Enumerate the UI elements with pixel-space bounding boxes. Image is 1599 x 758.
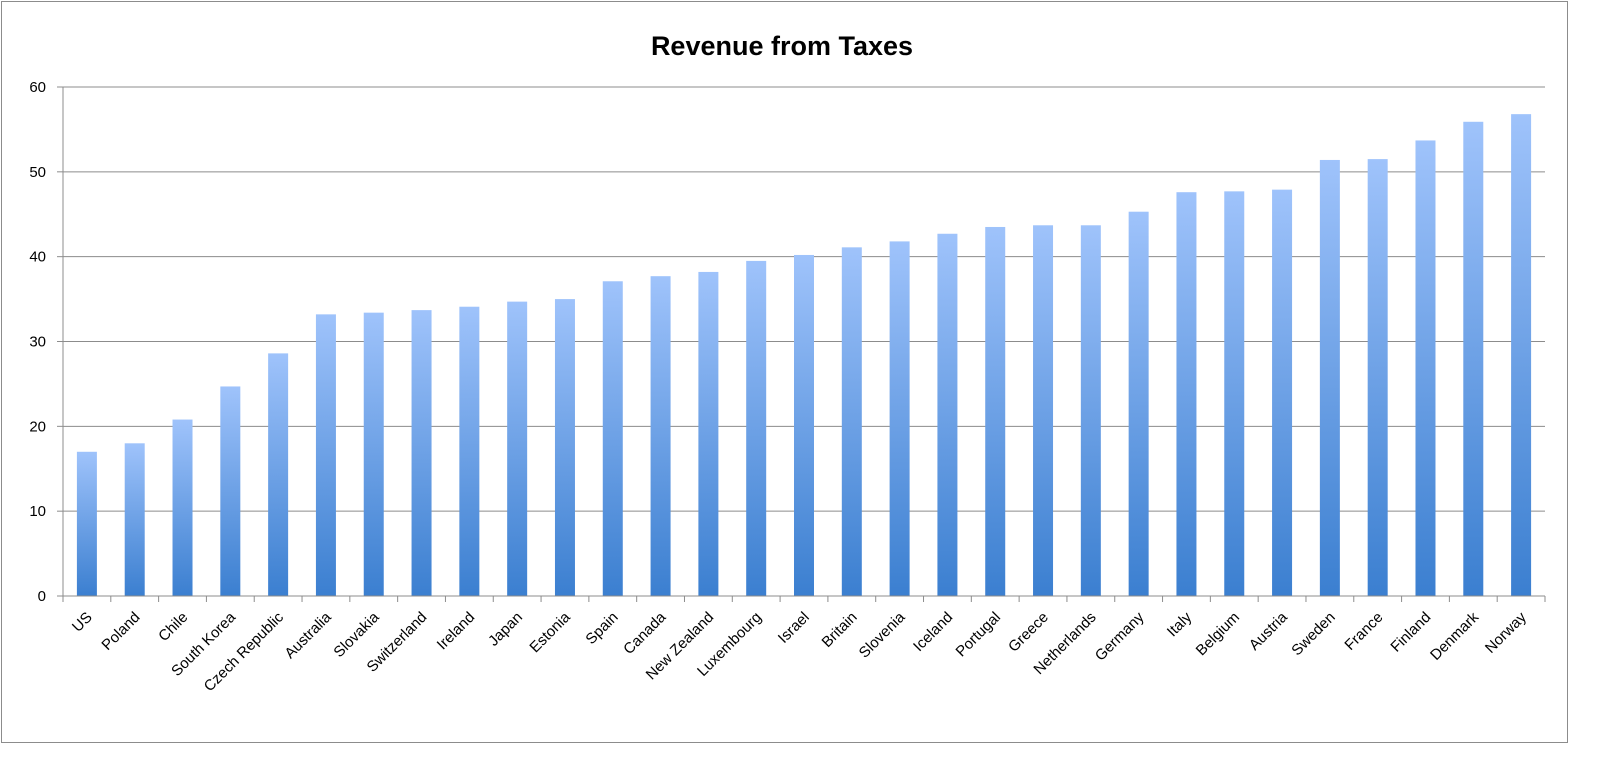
bar-poland bbox=[124, 443, 145, 596]
chart-frame bbox=[1, 1, 1568, 743]
y-tick-label: 0 bbox=[38, 588, 46, 605]
bar-denmark bbox=[1463, 121, 1484, 596]
y-tick-label: 20 bbox=[29, 418, 46, 435]
bar-belgium bbox=[1224, 191, 1245, 596]
bar-britain bbox=[841, 247, 862, 596]
bar-canada bbox=[650, 276, 671, 596]
x-tick-label: US bbox=[69, 609, 96, 636]
x-tick-label: Iceland bbox=[910, 609, 956, 655]
chart-title: Revenue from Taxes bbox=[651, 31, 913, 61]
x-tick-label: Portugal bbox=[953, 609, 1005, 661]
bar-south-korea bbox=[220, 386, 241, 596]
bar-portugal bbox=[985, 226, 1006, 596]
bar-italy bbox=[1176, 192, 1197, 596]
y-tick-label: 60 bbox=[29, 79, 46, 96]
bar-slovenia bbox=[889, 241, 910, 596]
bar-germany bbox=[1128, 211, 1149, 596]
bar-chile bbox=[172, 419, 193, 596]
x-tick-label: Germany bbox=[1092, 608, 1148, 664]
bar-netherlands bbox=[1080, 225, 1101, 597]
bar-australia bbox=[315, 314, 336, 596]
bar-switzerland bbox=[411, 310, 432, 596]
x-tick-label: Ireland bbox=[434, 609, 478, 653]
bar-israel bbox=[794, 254, 814, 596]
bar-iceland bbox=[937, 233, 958, 597]
bar-finland bbox=[1415, 140, 1436, 596]
x-tick-label: Finland bbox=[1387, 609, 1434, 656]
x-tick-label: Belgium bbox=[1193, 609, 1243, 659]
bar-luxembourg bbox=[746, 260, 767, 596]
x-tick-label: Sweden bbox=[1288, 609, 1338, 659]
x-tick-label: Austria bbox=[1246, 608, 1291, 653]
bar-spain bbox=[602, 281, 623, 596]
x-tick-label: Japan bbox=[485, 609, 526, 650]
x-tick-label: Britain bbox=[819, 609, 861, 651]
bar-norway bbox=[1511, 114, 1532, 596]
x-tick-label: Norway bbox=[1482, 608, 1530, 656]
x-tick-label: France bbox=[1341, 609, 1386, 654]
x-tick-label: Spain bbox=[582, 609, 621, 648]
x-tick-label: Greece bbox=[1005, 609, 1052, 656]
bar-new-zealand bbox=[698, 271, 719, 596]
x-tick-label: Chile bbox=[155, 609, 191, 645]
bar-japan bbox=[507, 301, 528, 596]
x-tick-label: Estonia bbox=[526, 608, 574, 656]
x-tick-label: Australia bbox=[281, 608, 335, 662]
bar-czech-republic bbox=[268, 353, 289, 596]
y-tick-label: 40 bbox=[29, 249, 46, 266]
bar-us bbox=[76, 451, 97, 596]
x-tick-label: Israel bbox=[775, 609, 813, 647]
bar-ireland bbox=[459, 306, 480, 596]
bar-greece bbox=[1033, 225, 1054, 597]
bar-estonia bbox=[554, 299, 575, 596]
bar-slovakia bbox=[363, 312, 384, 596]
y-tick-label: 30 bbox=[29, 334, 46, 351]
x-tick-label: Denmark bbox=[1427, 608, 1482, 663]
bar-sweden bbox=[1319, 159, 1340, 596]
bar-austria bbox=[1272, 189, 1293, 597]
y-tick-label: 10 bbox=[29, 503, 46, 520]
x-tick-label: Poland bbox=[98, 609, 143, 654]
y-tick-label: 50 bbox=[29, 164, 46, 181]
x-tick-label: Slovenia bbox=[856, 608, 909, 661]
bar-france bbox=[1367, 159, 1388, 596]
x-tick-label: Italy bbox=[1164, 608, 1196, 640]
